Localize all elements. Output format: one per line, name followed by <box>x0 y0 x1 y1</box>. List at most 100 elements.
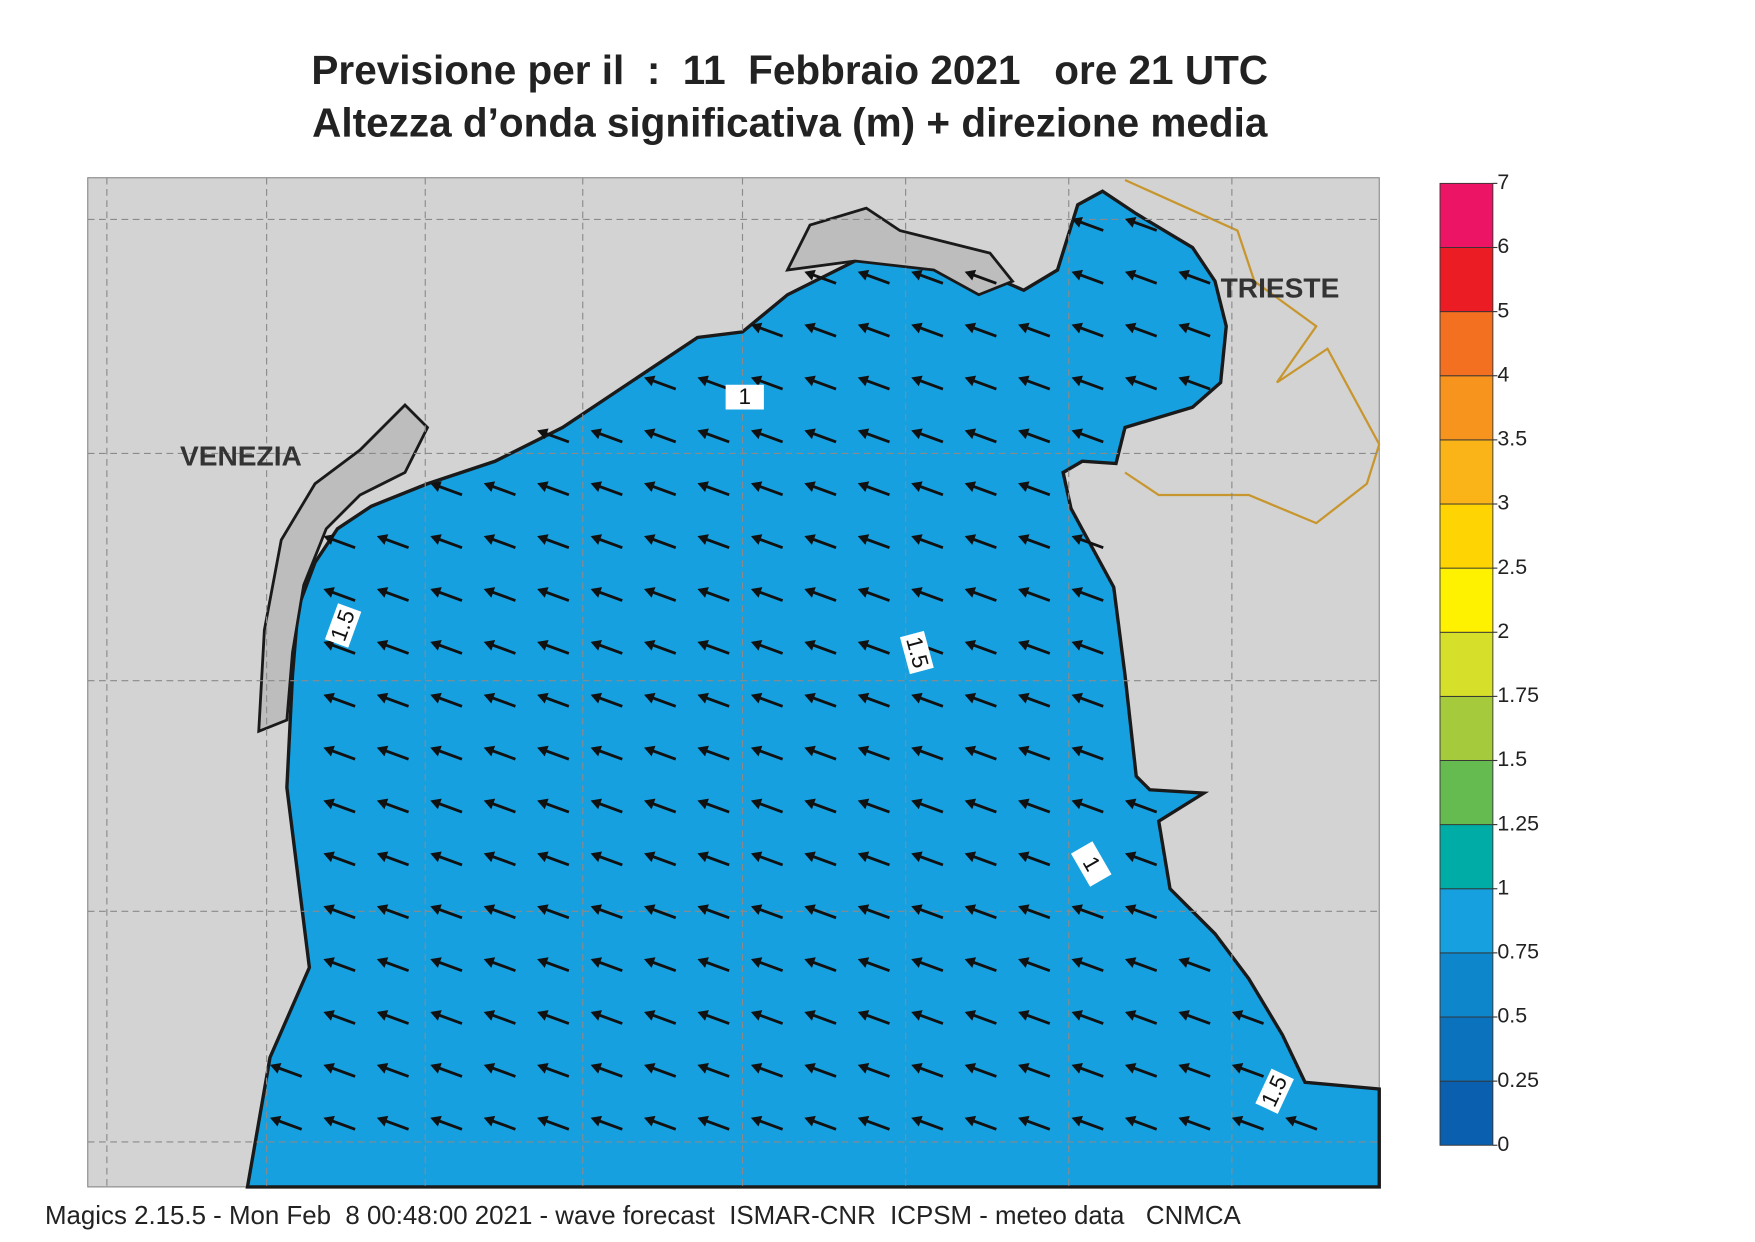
arrow-head <box>697 587 709 598</box>
arrow <box>376 1063 410 1078</box>
arrow-head <box>804 904 816 915</box>
contour-label-box <box>1070 841 1112 887</box>
arrow <box>804 904 837 920</box>
arrow-head <box>1124 1115 1137 1127</box>
arrow-head <box>911 428 923 440</box>
arrow <box>376 957 410 972</box>
arrow <box>857 269 890 285</box>
arrow <box>964 798 997 814</box>
arrow <box>376 640 410 655</box>
arrow-head <box>697 745 709 757</box>
arrow <box>1071 322 1104 338</box>
arrow-head <box>537 1063 549 1074</box>
arrow <box>483 745 516 761</box>
arrow <box>323 1010 356 1025</box>
arrow-head <box>483 692 496 704</box>
arrow-head <box>750 798 763 810</box>
arrow <box>697 957 730 972</box>
arrow-head <box>750 1010 763 1021</box>
arrow-head <box>804 692 816 704</box>
arrow <box>537 534 570 549</box>
arrow <box>911 745 944 761</box>
arrow-head <box>644 692 656 704</box>
arrow <box>537 1115 570 1131</box>
arrow <box>697 798 730 814</box>
arrow <box>804 481 837 497</box>
arrow-head <box>1178 269 1190 281</box>
arrow <box>483 481 516 497</box>
arrow <box>269 1063 303 1078</box>
arrow-head <box>644 1010 656 1021</box>
arrow-head <box>1178 1010 1190 1021</box>
arrow <box>1231 1010 1265 1025</box>
arrow-head <box>1071 692 1083 704</box>
arrow <box>430 534 463 549</box>
arrow-head <box>430 957 442 968</box>
arrow <box>911 957 944 972</box>
arrow <box>697 481 730 497</box>
arrow-head <box>964 904 977 915</box>
arrow <box>376 851 410 867</box>
arrow <box>1018 375 1051 391</box>
arrow <box>590 798 623 814</box>
arrow-head <box>537 745 549 757</box>
arrow-head <box>483 1115 496 1127</box>
arrow <box>430 904 463 920</box>
arrow <box>964 269 997 285</box>
arrow-head <box>1124 375 1137 387</box>
arrow-head <box>857 692 870 704</box>
arrow <box>483 1063 516 1078</box>
arrow <box>964 322 997 338</box>
arrow-head <box>323 1063 335 1074</box>
arrow-head <box>590 481 603 492</box>
arrow <box>804 640 837 655</box>
arrow-head <box>750 428 763 440</box>
arrow <box>804 322 837 338</box>
arrow-head <box>376 851 389 863</box>
arrow <box>964 745 997 761</box>
arrow <box>376 798 410 814</box>
arrow <box>644 375 677 391</box>
arrow-head <box>964 375 977 387</box>
arrow-head <box>590 745 603 757</box>
colorbar-label: 0.75 <box>1497 940 1539 964</box>
arrow <box>376 692 410 708</box>
arrow-head <box>483 957 496 968</box>
arrow <box>537 692 570 708</box>
arrow-head <box>750 692 763 704</box>
arrow-head <box>911 322 923 334</box>
arrow <box>857 375 890 391</box>
arrow <box>964 851 997 867</box>
arrow-head <box>483 534 496 545</box>
arrow <box>964 375 997 391</box>
arrow <box>964 481 997 497</box>
arrow <box>911 1010 944 1025</box>
arrow <box>964 692 997 708</box>
arrow-head <box>1071 798 1083 810</box>
arrow-head <box>857 269 870 281</box>
arrow <box>1178 1115 1211 1131</box>
arrow <box>804 851 837 867</box>
arrow-head <box>1071 587 1083 598</box>
arrow-head <box>750 904 763 915</box>
arrow <box>1071 428 1104 444</box>
arrow-head <box>697 957 709 968</box>
arrow-head <box>857 322 870 334</box>
colorbar-band <box>1439 695 1494 761</box>
arrow <box>1071 798 1104 814</box>
arrow-head <box>964 1063 977 1074</box>
colorbar-label: 5 <box>1497 298 1509 322</box>
arrow <box>1071 217 1104 232</box>
arrow <box>644 1063 677 1078</box>
arrow-head <box>537 851 549 863</box>
arrow-head <box>537 798 549 810</box>
arrow-head <box>644 851 656 863</box>
arrow <box>750 692 784 708</box>
arrow <box>1071 269 1104 285</box>
arrow-head <box>1071 640 1083 651</box>
arrow-head <box>1071 1063 1083 1074</box>
arrow <box>323 534 356 549</box>
arrow <box>857 851 890 867</box>
arrow-head <box>376 692 389 704</box>
arrow <box>430 587 463 602</box>
